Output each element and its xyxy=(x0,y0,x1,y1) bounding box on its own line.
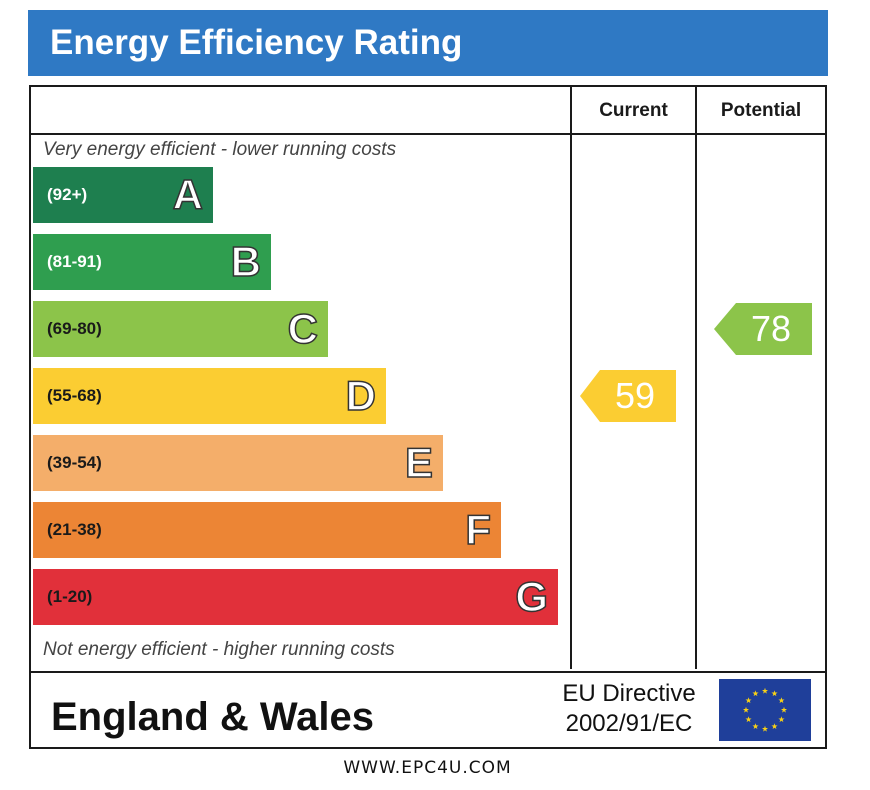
potential-rating-value: 78 xyxy=(750,308,792,349)
band-c-letter: C xyxy=(287,304,319,353)
potential-rating-arrow: 78 xyxy=(714,303,812,355)
eu-star-icon xyxy=(761,725,769,732)
potential-rating-shape xyxy=(714,303,812,355)
eu-flag-icon xyxy=(719,679,811,741)
band-c: (69-80) C xyxy=(33,301,328,357)
band-a-range: (92+) xyxy=(47,185,88,204)
directive-line-2: 2002/91/EC xyxy=(565,710,693,737)
band-f: (21-38) F xyxy=(33,502,501,558)
top-note: Very energy efficient - lower running co… xyxy=(43,139,397,160)
eu-star-icon xyxy=(778,697,785,704)
column-divider-potential xyxy=(695,87,697,669)
band-a-letter: A xyxy=(172,170,204,219)
eu-star-icon xyxy=(761,687,769,694)
band-g-range: (1-20) xyxy=(47,587,93,606)
band-e-letter: E xyxy=(404,438,434,487)
column-header-current: Current xyxy=(599,100,668,121)
band-g-letter: G xyxy=(515,572,549,621)
current-rating-value: 59 xyxy=(614,375,656,416)
eu-star-icon xyxy=(745,716,752,723)
eu-star-icon xyxy=(771,690,778,697)
title-bar: Energy Efficiency Rating xyxy=(28,10,828,76)
bottom-note: Not energy efficient - higher running co… xyxy=(43,639,395,660)
band-b-letter: B xyxy=(230,237,262,286)
band-f-letter: F xyxy=(465,505,492,554)
band-c-range: (69-80) xyxy=(47,319,102,338)
band-e: (39-54) E xyxy=(33,435,443,491)
website-credit: WWW.EPC4U.COM xyxy=(343,758,512,778)
footer-region: England & Wales xyxy=(51,695,375,739)
chart-title: Energy Efficiency Rating xyxy=(50,23,463,62)
footer-divider xyxy=(31,671,825,673)
band-d-letter: D xyxy=(345,371,377,420)
band-g: (1-20) G xyxy=(33,569,558,625)
band-b-range: (81-91) xyxy=(47,252,102,271)
footer-directive: EU Directive 2002/91/EC xyxy=(549,679,709,739)
current-rating-arrow: 59 xyxy=(580,370,676,422)
band-d: (55-68) D xyxy=(33,368,386,424)
band-b: (81-91) B xyxy=(33,234,271,290)
band-e-range: (39-54) xyxy=(47,453,102,472)
eu-star-icon xyxy=(752,690,759,697)
column-divider-current xyxy=(570,87,572,669)
eu-star-icon xyxy=(752,723,759,730)
eu-star-icon xyxy=(780,706,788,713)
band-a: (92+) A xyxy=(33,167,213,223)
eu-star-icon xyxy=(745,697,752,704)
column-header-potential: Potential xyxy=(720,100,802,121)
rating-table: Current Potential Very energy efficient … xyxy=(29,85,827,749)
band-f-range: (21-38) xyxy=(47,520,102,539)
current-rating-shape xyxy=(580,370,676,422)
eu-star-icon xyxy=(771,723,778,730)
band-d-range: (55-68) xyxy=(47,386,102,405)
header-divider xyxy=(31,133,825,135)
eu-star-icon xyxy=(742,706,750,713)
eu-star-icon xyxy=(778,716,785,723)
directive-line-1: EU Directive xyxy=(562,680,696,707)
